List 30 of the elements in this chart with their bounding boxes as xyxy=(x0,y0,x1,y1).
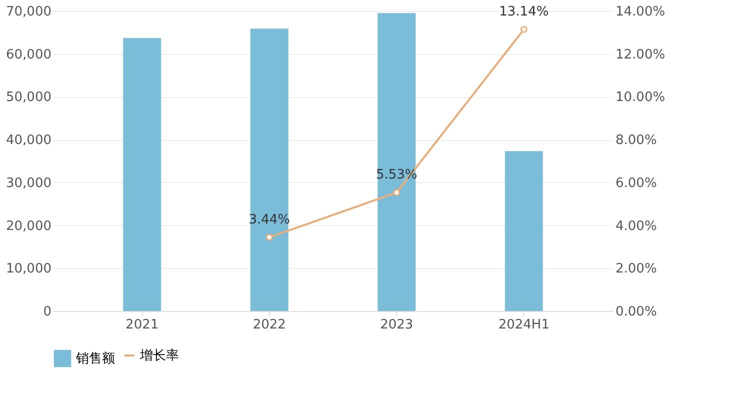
y2-tick-label: 14.00% xyxy=(616,4,666,20)
x-tick-label: 2021 xyxy=(126,318,159,332)
y2-tick-label: 0.00% xyxy=(616,304,657,320)
y-tick-label: 0 xyxy=(43,304,52,320)
y2-tick-label: 10.00% xyxy=(616,90,666,106)
x-tick-label: 2024H1 xyxy=(498,318,550,332)
x-tick-label: 2023 xyxy=(380,318,414,332)
y-tick-label: 60,000 xyxy=(6,47,52,62)
bar xyxy=(378,13,416,311)
x-tick-label: 2022 xyxy=(252,318,286,332)
y-tick-label: 40,000 xyxy=(6,133,52,148)
point xyxy=(266,234,273,241)
y2-tick-label: 8.00% xyxy=(616,133,657,148)
bar xyxy=(123,38,162,311)
y2-tick-label: 6.00% xyxy=(616,176,657,191)
y-tick-label: 10,000 xyxy=(6,262,52,277)
y-tick-label: 30,000 xyxy=(6,176,52,191)
y2-tick-label: 2.00% xyxy=(616,262,657,277)
y-tick-label: 70,000 xyxy=(6,4,52,20)
data-label: 13.14% xyxy=(499,4,549,20)
bar xyxy=(504,151,543,311)
y2-tick-label: 12.00% xyxy=(616,47,666,62)
point xyxy=(393,189,400,196)
legend-label: 销售额 xyxy=(75,352,115,366)
legend-label: 增长率 xyxy=(139,348,179,364)
y-tick-label: 20,000 xyxy=(6,218,52,234)
point xyxy=(520,26,528,33)
y2-tick-label: 4.00% xyxy=(616,218,657,234)
bar xyxy=(250,28,288,311)
y-tick-label: 50,000 xyxy=(6,90,52,106)
